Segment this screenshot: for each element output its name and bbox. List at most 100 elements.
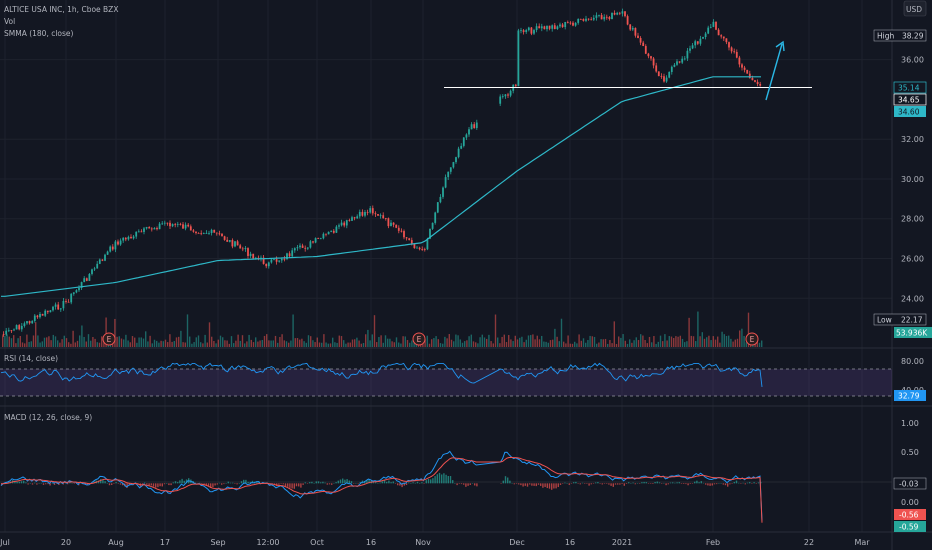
volume-bar: [169, 334, 171, 347]
candle-body: [447, 171, 450, 178]
candle-body: [660, 76, 663, 77]
price-tick: 26.00: [901, 255, 924, 264]
currency-box[interactable]: USD: [903, 0, 927, 17]
candle-body: [556, 26, 559, 30]
macd-hist-bar: [333, 483, 335, 484]
macd-hist-bar: [408, 482, 410, 484]
volume-bar: [211, 336, 213, 347]
volume-bar: [72, 330, 74, 347]
candle-body: [738, 57, 741, 65]
candle-body: [533, 30, 535, 34]
candle-body: [270, 259, 273, 263]
macd-hist-bar: [300, 483, 302, 488]
macd-hist-bar: [551, 483, 553, 490]
candle-body: [249, 253, 252, 256]
candle-body: [449, 167, 452, 172]
candle-body: [501, 96, 504, 98]
candle-body: [756, 81, 759, 84]
macd-hist-bar: [302, 483, 304, 485]
volume-bar: [246, 341, 248, 347]
macd-hist-bar: [535, 483, 537, 487]
candle-body: [286, 253, 288, 260]
volume-bar: [563, 341, 565, 347]
macd-hist-bar: [742, 482, 744, 484]
candle-body: [514, 84, 517, 86]
macd-hist-bar: [614, 483, 617, 485]
volume-bar: [532, 334, 534, 347]
macd-hist-bar: [584, 483, 586, 484]
macd-hist-bar: [641, 482, 643, 484]
macd-hist-bar: [410, 483, 412, 484]
macd-hist-bar: [650, 483, 652, 484]
volume-bar: [497, 337, 499, 347]
macd-hist-bar: [317, 481, 320, 484]
volume-bar: [629, 339, 631, 347]
macd-hist-bar: [49, 483, 51, 486]
macd-hist-bar: [592, 483, 595, 484]
candle-body: [166, 222, 169, 224]
volume-bar: [46, 337, 48, 347]
time-tick: Dec: [509, 538, 524, 547]
candle-body: [722, 36, 725, 39]
macd-hist-bar: [29, 483, 31, 484]
volume-bar: [664, 334, 666, 347]
volume-bar: [202, 343, 204, 347]
macd-hist-bar: [346, 479, 348, 484]
time-axis[interactable]: Jul 20 Aug 17 Sep 12:00 Oct 16 Nov Dec 16 2021 Feb 22…: [0, 538, 870, 547]
volume-bar: [347, 342, 349, 347]
volume-bar: [96, 342, 98, 347]
volume-bar: [283, 340, 285, 347]
earnings-marker[interactable]: E: [102, 332, 116, 346]
volume-bar: [299, 339, 301, 347]
candle-body: [46, 310, 49, 313]
macd-hist-bar: [755, 483, 757, 484]
earnings-marker[interactable]: E: [745, 332, 759, 346]
volume-bar: [479, 337, 481, 347]
volume-bar: [332, 337, 334, 347]
macd-hist-bar: [216, 483, 218, 485]
price-axis[interactable]: 24.00 26.00 28.00 30.00 32.00 36.00: [901, 56, 924, 304]
candle-body: [356, 216, 359, 219]
candle-body: [504, 94, 507, 97]
volume-bar: [725, 335, 728, 347]
volume-bar: [464, 341, 466, 347]
macd-hist-bar: [441, 474, 443, 484]
macd-hist-bar: [155, 483, 157, 488]
macd-hist-bar: [720, 483, 722, 484]
candle-body: [13, 329, 15, 331]
candle-body: [741, 64, 743, 68]
volume-bar: [483, 337, 486, 347]
time-tick: Oct: [310, 538, 324, 547]
volume-bar: [37, 335, 39, 347]
earnings-marker[interactable]: E: [412, 332, 426, 346]
macd-hist-bar: [64, 482, 67, 484]
macd-hist-bar: [344, 479, 346, 484]
macd-hist-bar: [181, 478, 183, 484]
macd-hist-bar: [751, 483, 753, 484]
candle-body: [436, 202, 439, 213]
volume-bar: [659, 335, 662, 347]
candle-body: [431, 222, 434, 229]
volume-bar: [679, 335, 681, 347]
macd-hist-bar: [331, 483, 333, 485]
macd-hist-bar: [339, 479, 342, 484]
projection-arrow[interactable]: [765, 40, 785, 101]
volume-bar: [730, 338, 732, 347]
volume-bar: [721, 331, 723, 347]
candle-body: [54, 304, 57, 307]
time-tick: 20: [61, 538, 71, 547]
macd-hist-bar: [14, 481, 16, 484]
candle-body: [390, 222, 392, 227]
candle-body: [127, 236, 130, 240]
volume-bar: [41, 341, 43, 347]
volume-bar: [21, 342, 24, 347]
candle-body: [673, 64, 676, 67]
candle-body: [239, 245, 242, 249]
macd-hist-bar: [232, 482, 234, 484]
price-tick: 30.00: [901, 175, 924, 184]
macd-hist-bar: [507, 477, 509, 484]
macd-hist-bar: [746, 482, 749, 484]
macd-hist-bar: [27, 483, 29, 485]
